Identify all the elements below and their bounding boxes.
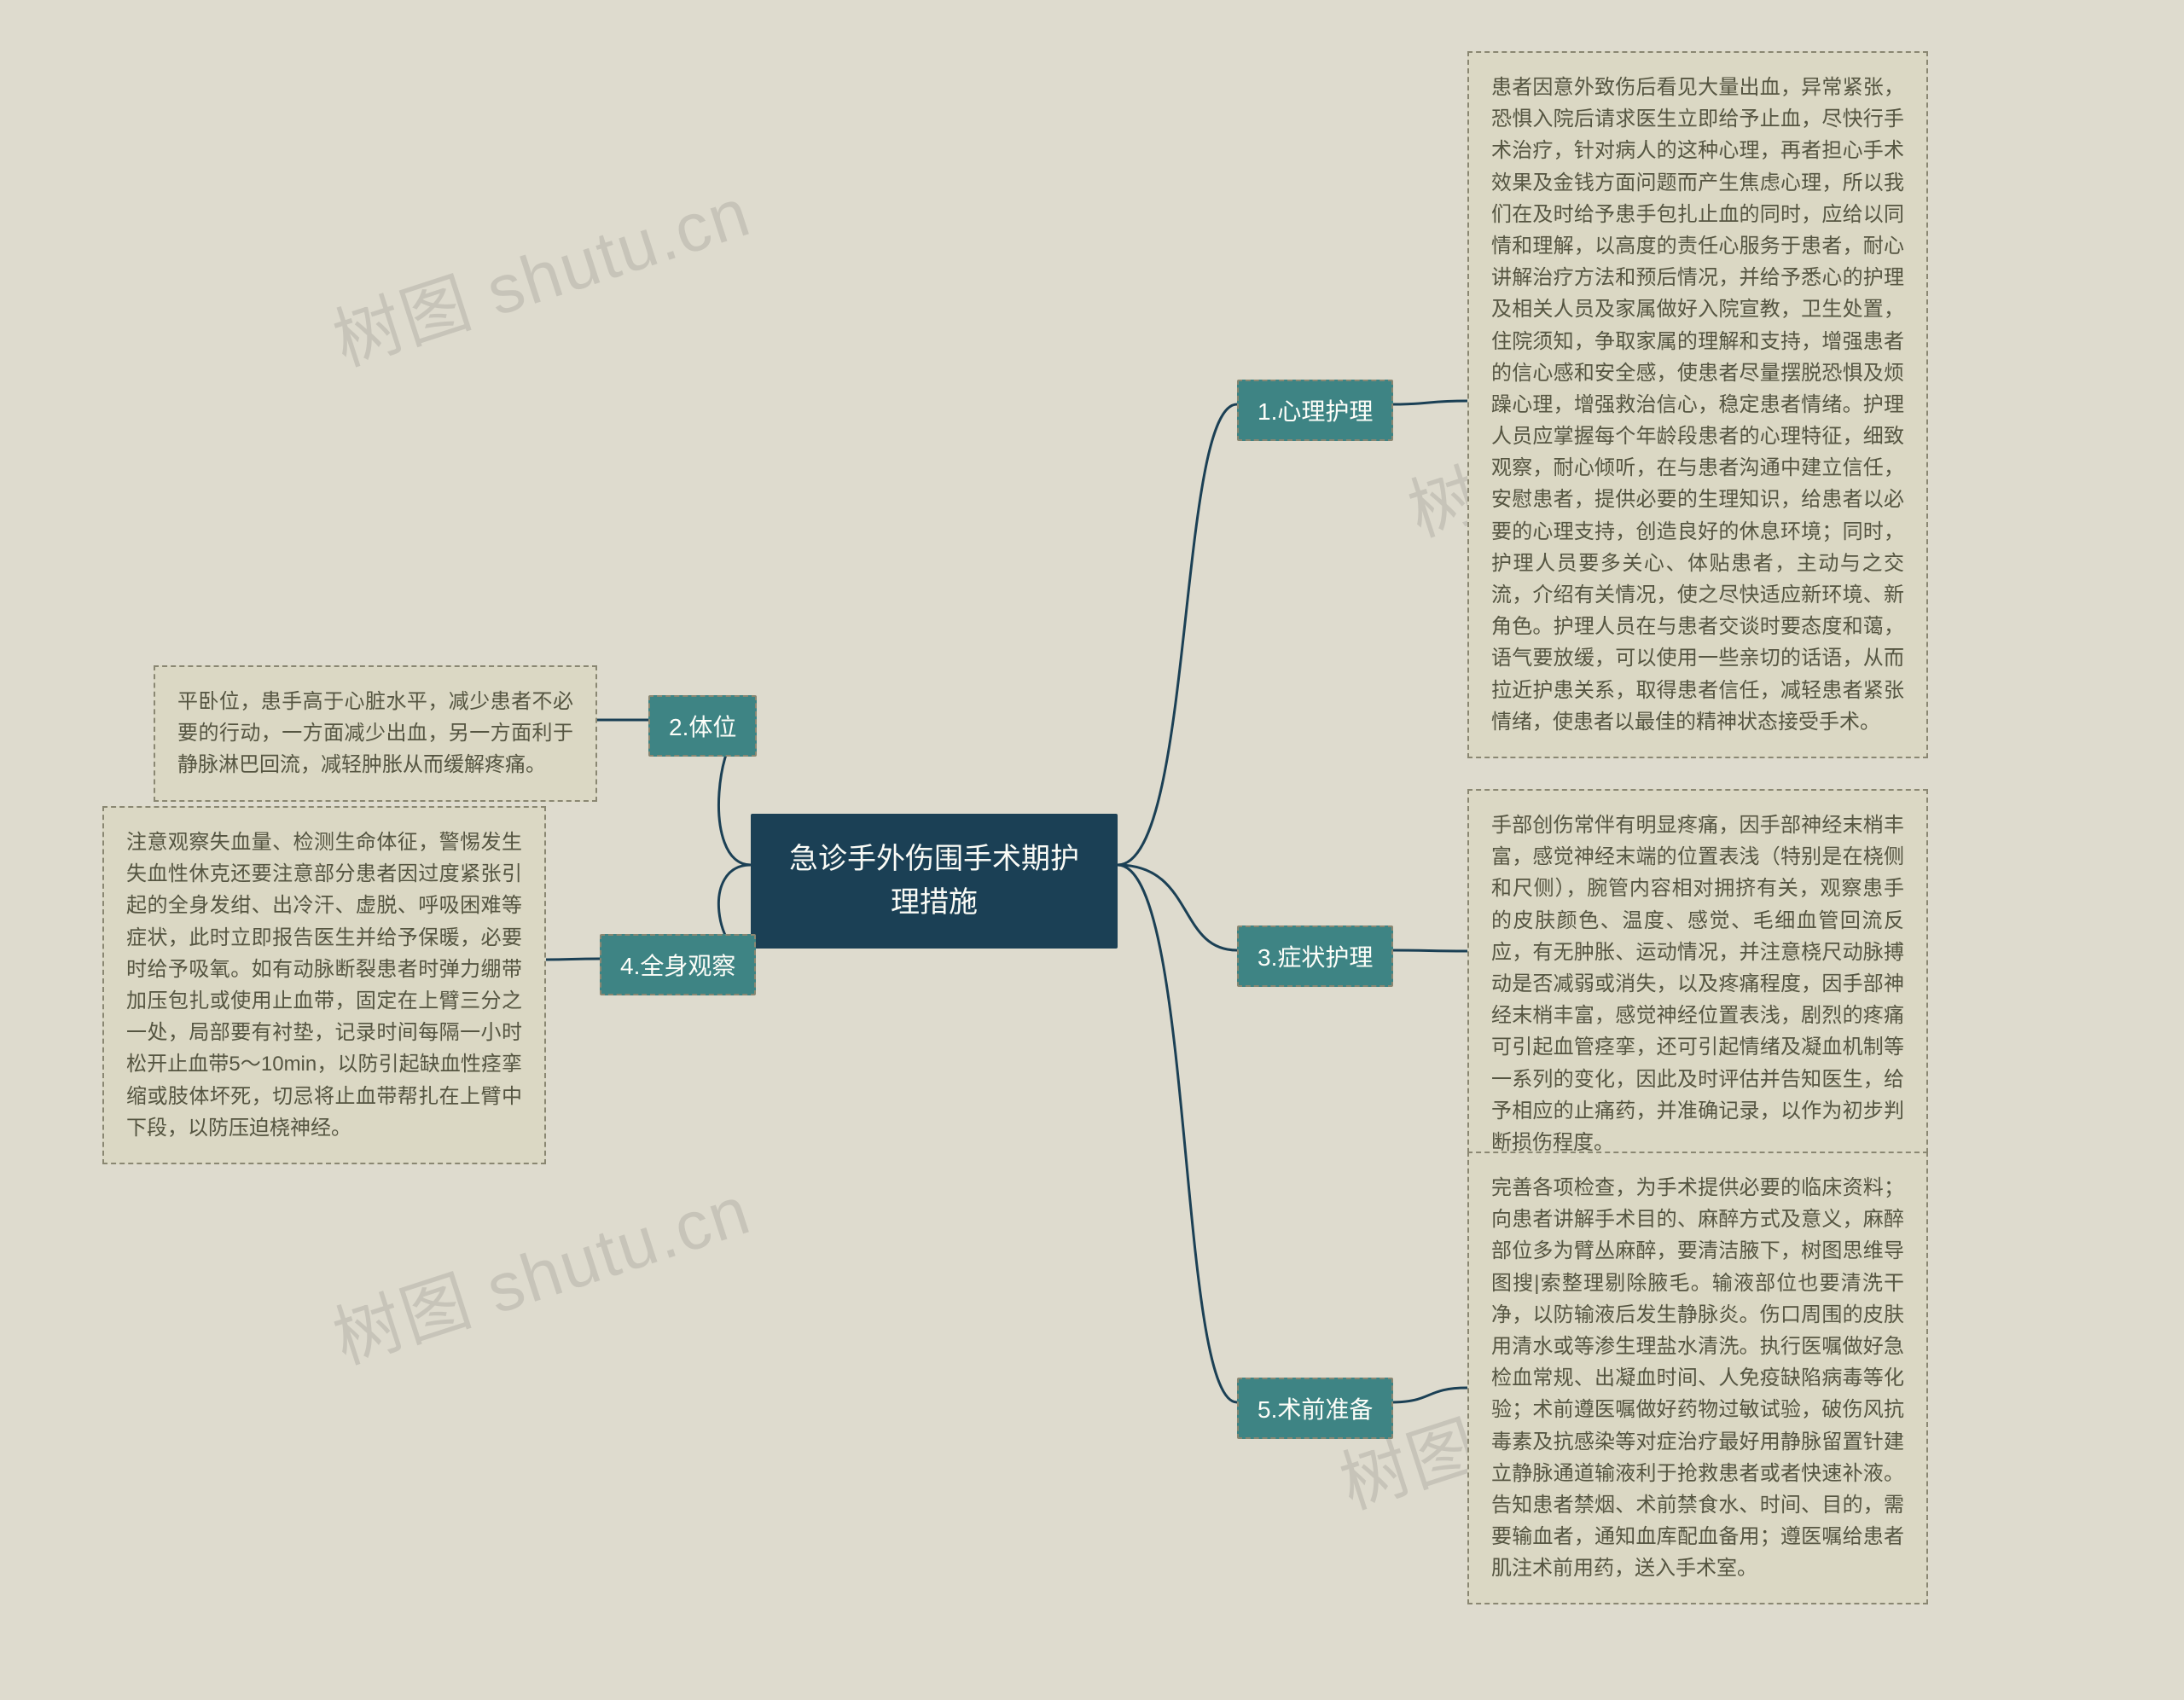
leaf-5: 完善各项检查，为手术提供必要的临床资料；向患者讲解手术目的、麻醉方式及意义，麻醉… [1467,1152,1928,1604]
branch-label: 1.心理护理 [1258,393,1373,427]
branch-4: 4.全身观察 [600,934,756,995]
mindmap-stage: 树图 shutu.cn 树图 shutu.cn 树图 shutu.cn 树图 s… [0,0,2184,1700]
leaf-3: 手部创伤常伴有明显疼痛，因手部神经末梢丰富，感觉神经末端的位置表浅（特别是在桡侧… [1467,789,1928,1179]
branch-5: 5.术前准备 [1237,1378,1393,1439]
branch-1: 1.心理护理 [1237,380,1393,441]
root-node: 急诊手外伤围手术期护理措施 [751,814,1118,949]
branch-label: 5.术前准备 [1258,1391,1373,1425]
leaf-text: 手部创伤常伴有明显疼痛，因手部神经末梢丰富，感觉神经末端的位置表浅（特别是在桡侧… [1491,809,1904,1158]
branch-label: 2.体位 [669,709,736,743]
branch-label: 3.症状护理 [1258,939,1373,973]
leaf-text: 注意观察失血量、检测生命体征，警惕发生失血性休克还要注意部分患者因过度紧张引起的… [126,827,522,1144]
branch-2: 2.体位 [648,695,757,757]
branch-label: 4.全身观察 [620,948,735,982]
leaf-text: 完善各项检查，为手术提供必要的临床资料；向患者讲解手术目的、麻醉方式及意义，麻醉… [1491,1172,1904,1584]
leaf-1: 患者因意外致伤后看见大量出血，异常紧张，恐惧入院后请求医生立即给予止血，尽快行手… [1467,51,1928,758]
leaf-2: 平卧位，患手高于心脏水平，减少患者不必要的行动，一方面减少出血，另一方面利于静脉… [154,665,597,802]
branch-3: 3.症状护理 [1237,925,1393,987]
leaf-text: 平卧位，患手高于心脏水平，减少患者不必要的行动，一方面减少出血，另一方面利于静脉… [177,686,573,781]
leaf-4: 注意观察失血量、检测生命体征，警惕发生失血性休克还要注意部分患者因过度紧张引起的… [102,806,546,1164]
leaf-text: 患者因意外致伤后看见大量出血，异常紧张，恐惧入院后请求医生立即给予止血，尽快行手… [1491,72,1904,738]
root-label: 急诊手外伤围手术期护理措施 [780,838,1089,925]
